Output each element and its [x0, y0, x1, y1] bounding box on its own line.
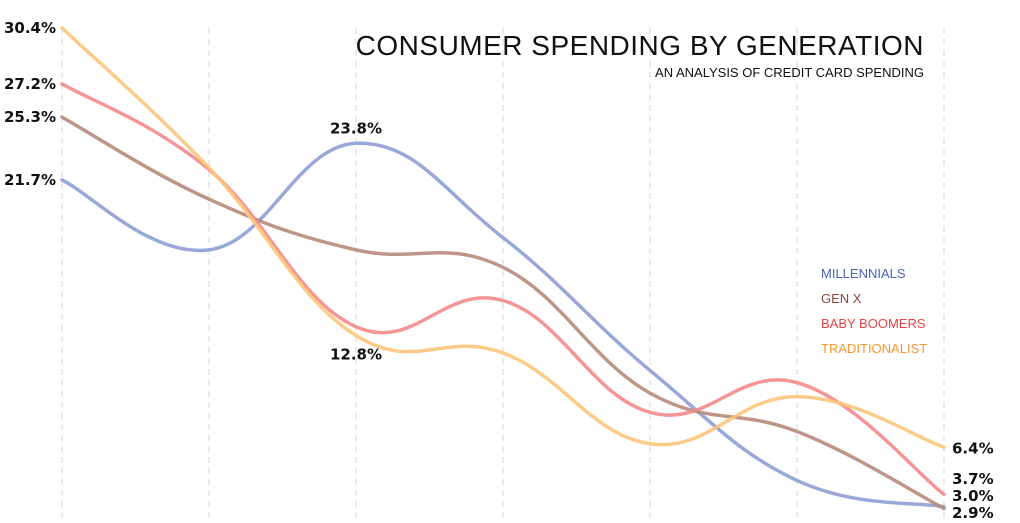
data-label: 6.4% — [952, 439, 994, 457]
data-label: 30.4% — [4, 19, 56, 37]
data-label: 25.3% — [4, 108, 56, 126]
chart-subtitle: AN ANALYSIS OF CREDIT CARD SPENDING — [655, 65, 924, 80]
data-label: 21.7% — [4, 171, 56, 189]
chart-title: CONSUMER SPENDING BY GENERATION — [355, 30, 924, 61]
data-label: 3.7% — [952, 470, 994, 488]
data-label: 23.8% — [330, 119, 382, 137]
data-label: 12.8% — [330, 345, 382, 363]
series-line-baby-boomers — [60, 82, 946, 497]
series-line-gen-x — [60, 115, 946, 511]
series-line-millennials — [60, 141, 946, 509]
data-label: 2.9% — [952, 504, 994, 522]
data-label: 27.2% — [4, 75, 56, 93]
legend: MILLENNIALS GEN X BABY BOOMERS TRADITION… — [821, 261, 927, 361]
legend-item-traditionalist: TRADITIONALIST — [821, 341, 928, 356]
series-line-traditionalist — [60, 26, 946, 450]
data-label: 3.0% — [952, 487, 994, 505]
legend-item-baby-boomers: BABY BOOMERS — [821, 316, 926, 331]
legend-item-millennials: MILLENNIALS — [821, 266, 906, 281]
legend-item-gen-x: GEN X — [821, 291, 862, 306]
